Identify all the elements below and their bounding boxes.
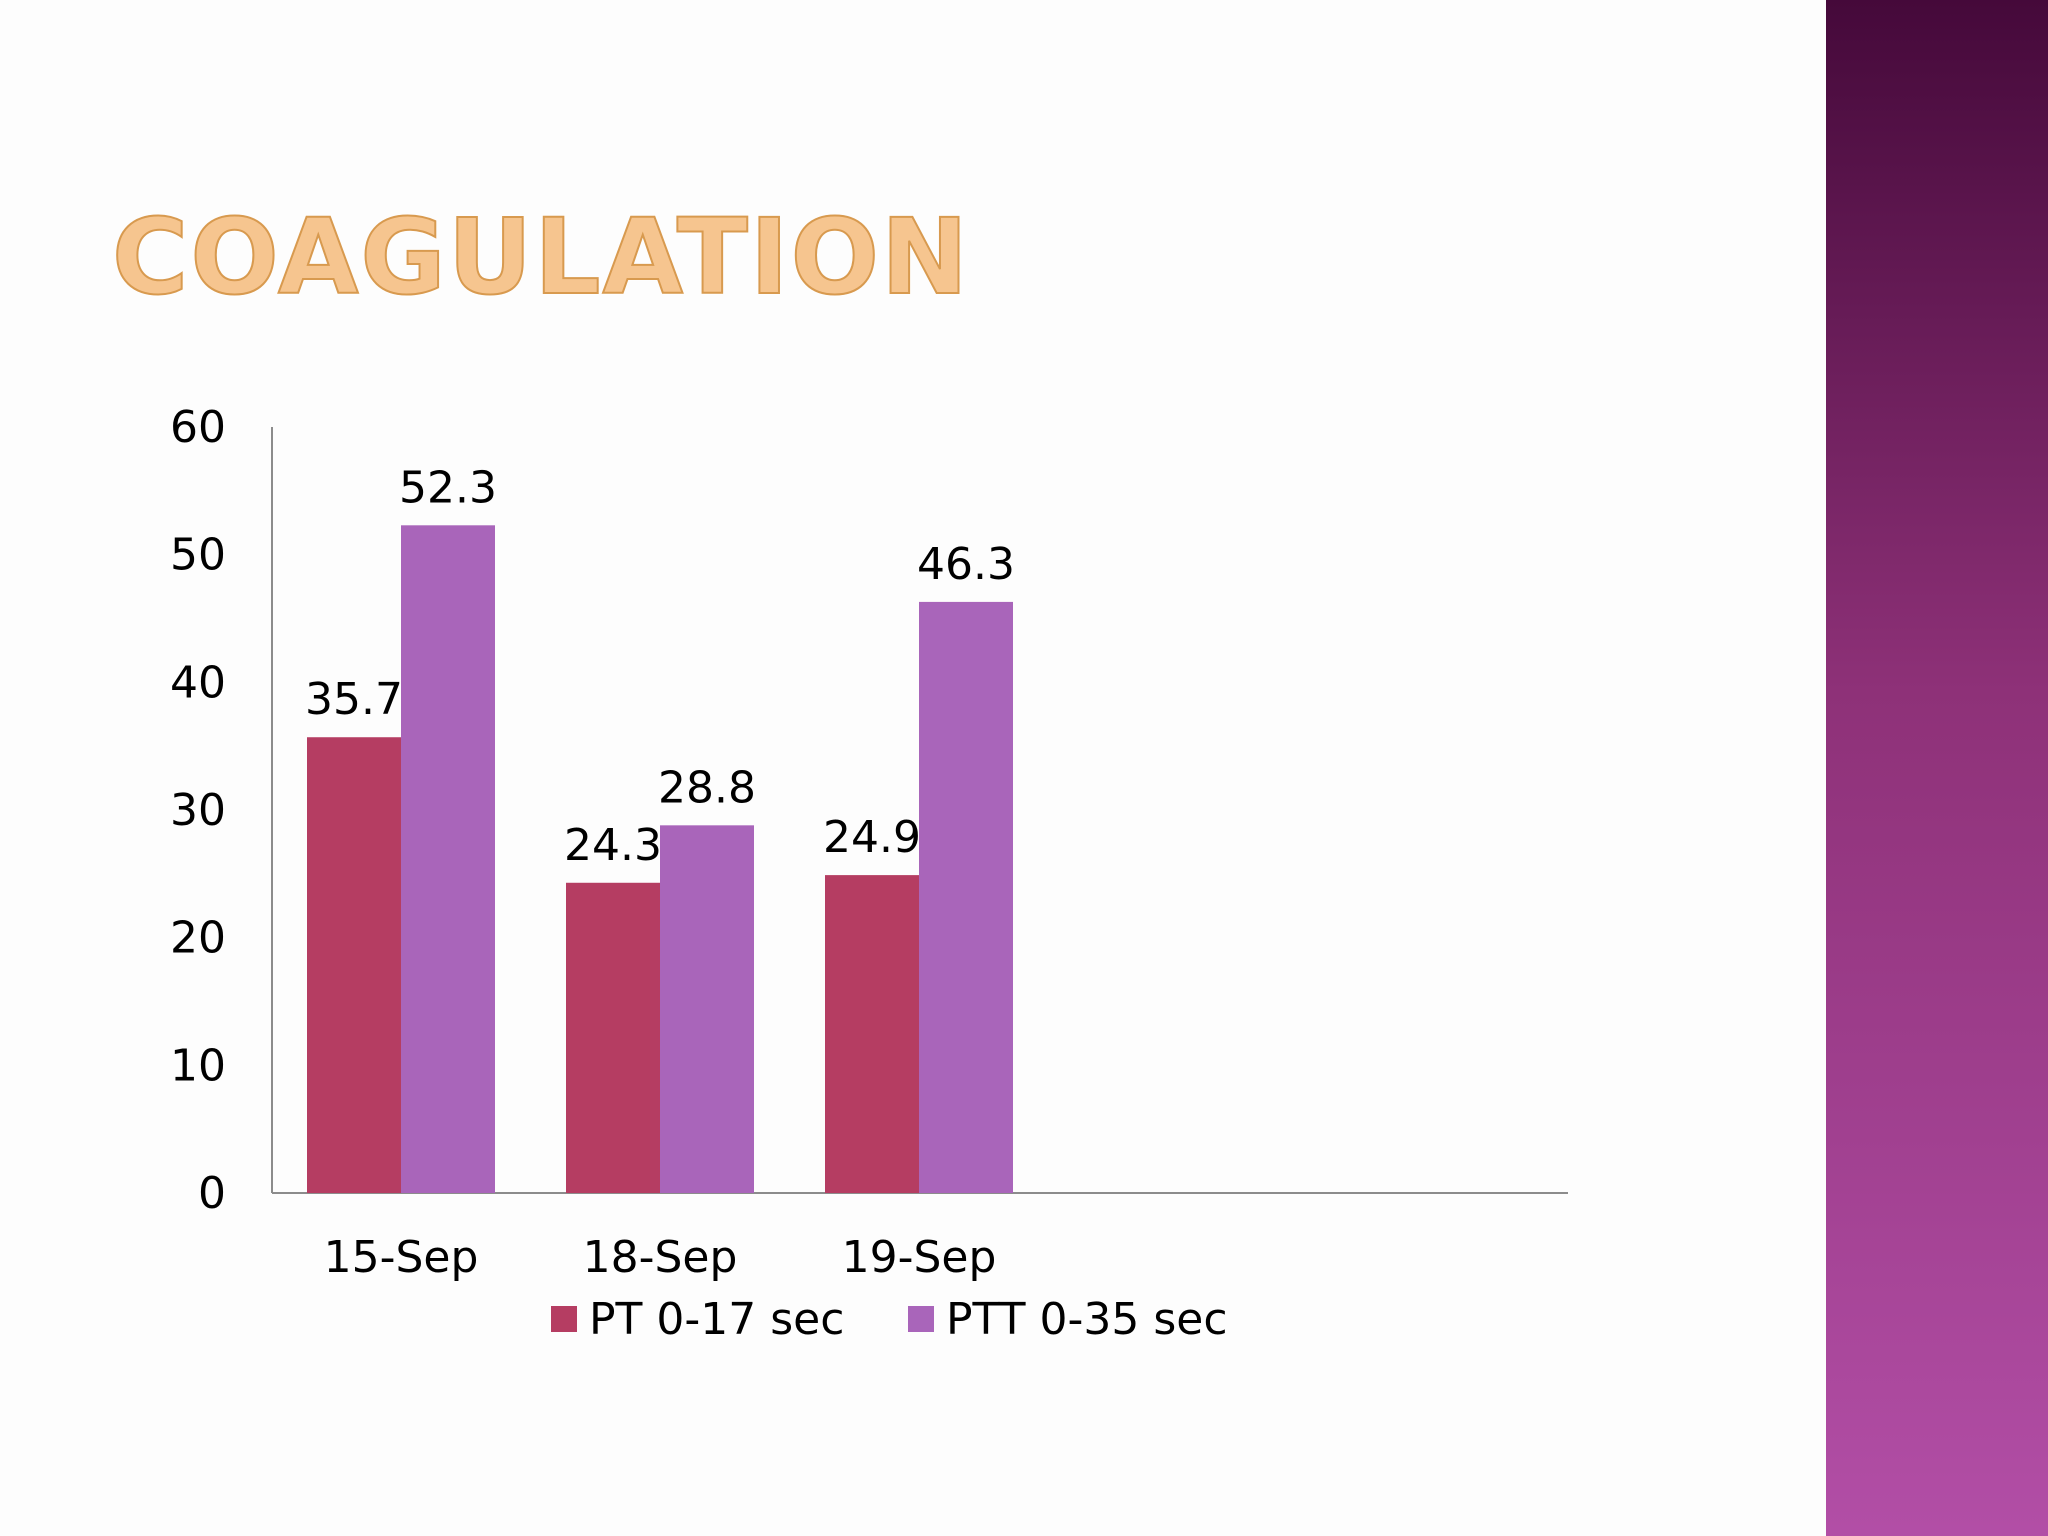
y-tick-label: 0	[198, 1168, 226, 1219]
slide-title: COAGULATION	[111, 196, 971, 318]
y-tick-label: 20	[170, 913, 226, 964]
y-tick-label: 40	[170, 657, 226, 708]
bar-ptt-15-sep	[401, 525, 495, 1193]
bar-pt-19-sep	[825, 875, 919, 1193]
bar-pt-15-sep	[307, 737, 401, 1193]
data-label: 35.7	[305, 674, 403, 725]
bar-ptt-19-sep	[919, 601, 1013, 1193]
bar-ptt-18-sep	[660, 825, 754, 1193]
y-tick-label: 10	[170, 1040, 226, 1091]
y-tick-label: 60	[170, 402, 226, 453]
data-label: 46.3	[917, 539, 1015, 590]
data-label: 24.3	[564, 820, 662, 871]
data-label: 52.3	[399, 462, 497, 513]
data-label: 28.8	[658, 762, 756, 813]
legend-swatch	[908, 1306, 934, 1332]
bar-pt-18-sep	[566, 882, 660, 1193]
data-label: 24.9	[823, 812, 921, 863]
x-tick-label: 18-Sep	[583, 1232, 738, 1283]
legend-label: PT 0-17 sec	[589, 1294, 844, 1345]
legend-swatch	[551, 1306, 577, 1332]
decorative-side-band	[1826, 0, 2048, 1536]
legend-label: PTT 0-35 sec	[946, 1294, 1228, 1345]
y-tick-label: 30	[170, 785, 226, 836]
x-tick-label: 19-Sep	[842, 1232, 997, 1283]
x-tick-label: 15-Sep	[324, 1232, 479, 1283]
y-tick-label: 50	[170, 530, 226, 581]
